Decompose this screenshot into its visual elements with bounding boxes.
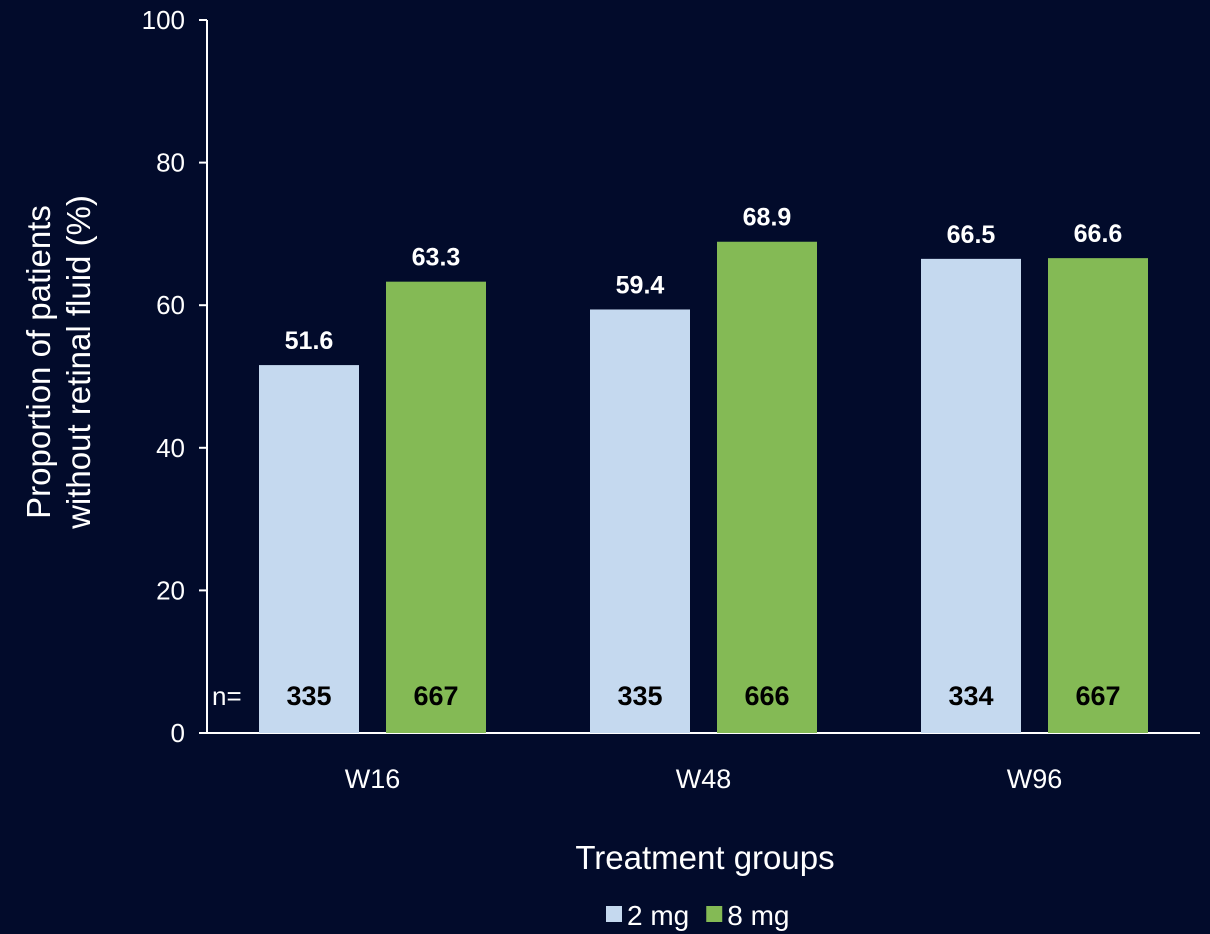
value-label: 66.6	[1074, 220, 1123, 248]
y-tick-label: 20	[156, 575, 185, 605]
y-tick-label: 40	[156, 433, 185, 463]
value-label: 66.5	[947, 221, 996, 249]
x-category-label: W16	[345, 764, 401, 794]
bar-w16-series-0	[259, 365, 359, 733]
y-tick-label: 100	[142, 5, 185, 35]
y-axis-title-line-2: without retinal fluid (%)	[60, 195, 97, 530]
n-count-label: 667	[413, 681, 458, 711]
y-axis-title: Proportion of patientswithout retinal fl…	[20, 195, 97, 530]
value-label: 51.6	[285, 327, 334, 355]
bar-w96-series-0	[921, 258, 1021, 733]
n-count-label: 335	[286, 681, 331, 711]
legend-swatch-1	[706, 906, 723, 922]
n-prefix-label: n=	[212, 681, 242, 711]
n-count-label: 667	[1075, 681, 1120, 711]
bar-w96-series-1	[1048, 258, 1148, 733]
value-label: 63.3	[412, 244, 461, 272]
y-tick-label: 0	[171, 718, 185, 748]
n-count-label: 666	[744, 681, 789, 711]
value-label: 59.4	[616, 271, 665, 299]
legend-label-1: 8 mg	[727, 900, 789, 931]
x-axis-title: Treatment groups	[575, 839, 834, 876]
n-count-label: 334	[948, 681, 993, 711]
bar-w48-series-1	[717, 241, 817, 734]
x-category-label: W48	[676, 764, 732, 794]
bar-w16-series-1	[386, 281, 486, 733]
y-axis-title-line-1: Proportion of patients	[20, 205, 57, 519]
legend-label-0: 2 mg	[627, 900, 689, 931]
x-category-label: W96	[1007, 764, 1063, 794]
y-tick-label: 60	[156, 290, 185, 320]
n-count-label: 335	[617, 681, 662, 711]
y-tick-label: 80	[156, 148, 185, 178]
legend-swatch-0	[606, 906, 622, 922]
bar-w48-series-0	[590, 309, 690, 733]
value-label: 68.9	[743, 204, 792, 232]
